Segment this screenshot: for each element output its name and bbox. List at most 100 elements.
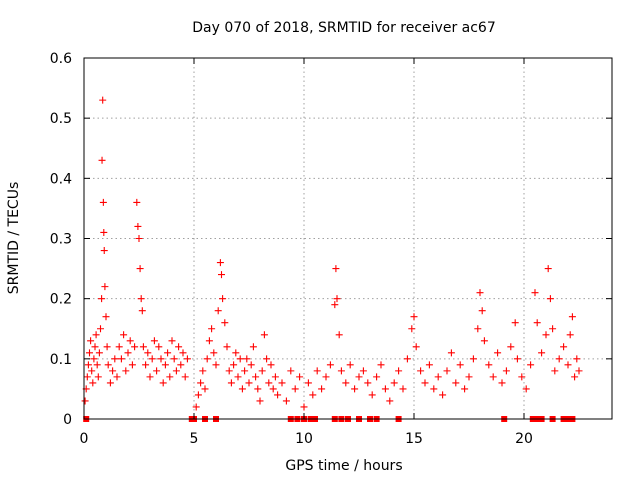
data-point bbox=[91, 343, 99, 351]
data-point bbox=[377, 361, 385, 369]
data-point bbox=[480, 337, 488, 345]
data-point bbox=[216, 259, 224, 267]
data-point bbox=[476, 289, 484, 297]
y-tick-label: 0.4 bbox=[50, 171, 72, 187]
data-point bbox=[97, 325, 104, 333]
data-point bbox=[456, 361, 464, 369]
data-point bbox=[271, 373, 279, 381]
data-point bbox=[364, 379, 372, 387]
data-point bbox=[368, 391, 376, 399]
x-tick-label: 5 bbox=[190, 431, 199, 447]
data-point bbox=[134, 222, 142, 230]
data-point bbox=[146, 373, 154, 381]
data-point bbox=[386, 397, 394, 405]
data-point bbox=[201, 385, 209, 393]
data-point bbox=[575, 367, 583, 375]
data-point bbox=[90, 355, 98, 363]
data-point bbox=[555, 355, 563, 363]
data-point bbox=[175, 343, 183, 351]
data-point bbox=[131, 343, 139, 351]
data-point bbox=[278, 379, 286, 387]
data-point bbox=[194, 391, 202, 399]
data-point bbox=[274, 391, 282, 399]
data-point bbox=[126, 337, 134, 345]
data-point bbox=[214, 307, 222, 315]
chart-title: Day 070 of 2018, SRMTID for receiver ac6… bbox=[192, 20, 496, 36]
data-point bbox=[498, 379, 506, 387]
data-point bbox=[218, 271, 225, 279]
data-point bbox=[410, 313, 418, 321]
data-point bbox=[430, 385, 438, 393]
y-axis-label: SRMTID / TECUs bbox=[6, 182, 22, 295]
data-point bbox=[221, 319, 229, 327]
data-point bbox=[95, 349, 103, 357]
data-point bbox=[101, 283, 109, 291]
data-point bbox=[225, 367, 233, 375]
data-point bbox=[335, 331, 343, 339]
data-point bbox=[104, 361, 112, 369]
data-point bbox=[351, 385, 359, 393]
data-point bbox=[179, 349, 187, 357]
data-point bbox=[111, 355, 119, 363]
data-point bbox=[282, 397, 290, 405]
data-point bbox=[247, 361, 255, 369]
data-point bbox=[210, 349, 218, 357]
data-point bbox=[124, 349, 132, 357]
data-point bbox=[538, 349, 546, 357]
data-point bbox=[192, 403, 200, 411]
data-point bbox=[203, 355, 211, 363]
data-point bbox=[120, 331, 128, 339]
data-point bbox=[137, 295, 145, 303]
data-point bbox=[236, 355, 244, 363]
data-point bbox=[465, 373, 473, 381]
data-point bbox=[511, 319, 519, 327]
data-point bbox=[408, 325, 416, 333]
data-point bbox=[373, 373, 381, 381]
data-point bbox=[478, 307, 486, 315]
data-point bbox=[161, 361, 169, 369]
data-point bbox=[296, 373, 304, 381]
data-point bbox=[269, 385, 277, 393]
data-point bbox=[527, 361, 535, 369]
data-point bbox=[417, 367, 425, 375]
data-point bbox=[102, 313, 110, 321]
data-point bbox=[181, 373, 189, 381]
data-point bbox=[549, 325, 557, 333]
data-point bbox=[170, 355, 178, 363]
data-point bbox=[309, 391, 317, 399]
data-point bbox=[227, 379, 235, 387]
data-point bbox=[232, 349, 240, 357]
data-point bbox=[88, 367, 96, 375]
data-point bbox=[533, 319, 541, 327]
data-point bbox=[230, 361, 238, 369]
data-point bbox=[212, 361, 220, 369]
data-point bbox=[502, 367, 510, 375]
data-point bbox=[421, 379, 429, 387]
data-point bbox=[100, 247, 108, 255]
data-point bbox=[452, 379, 460, 387]
data-point bbox=[155, 343, 163, 351]
data-point bbox=[474, 325, 482, 333]
data-point bbox=[258, 367, 266, 375]
data-point bbox=[395, 367, 403, 375]
data-point bbox=[300, 403, 308, 411]
x-tick-label: 20 bbox=[515, 431, 533, 447]
data-point bbox=[238, 385, 246, 393]
data-point bbox=[337, 367, 345, 375]
data-point bbox=[139, 343, 147, 351]
data-point bbox=[106, 379, 114, 387]
data-point bbox=[86, 349, 93, 357]
data-point bbox=[399, 385, 407, 393]
data-point bbox=[103, 343, 111, 351]
y-tick-label: 0 bbox=[63, 412, 72, 428]
data-point bbox=[243, 355, 251, 363]
data-point bbox=[93, 361, 101, 369]
y-tick-label: 0.5 bbox=[50, 111, 72, 127]
data-point bbox=[546, 295, 554, 303]
data-point bbox=[89, 379, 97, 387]
data-point bbox=[98, 295, 106, 303]
data-point bbox=[381, 385, 389, 393]
data-point bbox=[252, 373, 260, 381]
data-point bbox=[531, 289, 539, 297]
data-point bbox=[98, 156, 106, 164]
